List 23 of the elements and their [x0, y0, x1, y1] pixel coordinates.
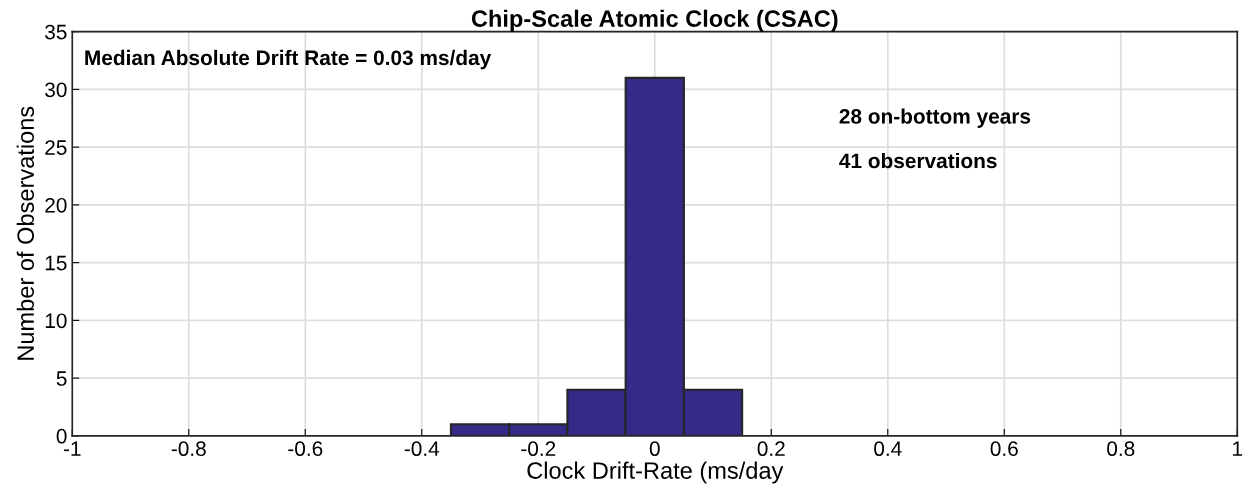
- y-tick-label: 15: [45, 255, 67, 271]
- x-tick-label: 0.2: [757, 441, 785, 457]
- x-tick-label: 0.8: [1107, 441, 1135, 457]
- y-tick-label: 5: [56, 371, 67, 386]
- x-tick-label: -0.4: [404, 441, 440, 457]
- x-tick-label: -0.2: [521, 441, 556, 457]
- x-tick-label: -0.8: [171, 441, 206, 457]
- x-tick-label: 0.4: [874, 441, 902, 457]
- y-tick-label: 25: [45, 140, 67, 155]
- annotation: 28 on-bottom years: [839, 108, 1031, 128]
- annotation: 41 observations: [839, 152, 997, 169]
- annotation: Median Absolute Drift Rate = 0.03 ms/day: [85, 49, 492, 70]
- y-axis-title: Number of Observations: [16, 106, 35, 360]
- x-axis-title: Clock Drift-Rate (ms/day: [527, 461, 784, 484]
- x-tick-label: 0.6: [990, 441, 1018, 457]
- x-tick-label: -0.6: [288, 441, 323, 457]
- y-tick-label: 35: [45, 24, 67, 40]
- y-tick-label: 30: [45, 82, 67, 98]
- x-tick-label: 0: [649, 441, 660, 457]
- x-tick-label: 1: [1233, 441, 1243, 456]
- y-tick-label: 10: [45, 313, 67, 329]
- chart-title: Chip-Scale Atomic Clock (CSAC): [471, 9, 838, 32]
- y-tick-label: 20: [45, 197, 67, 213]
